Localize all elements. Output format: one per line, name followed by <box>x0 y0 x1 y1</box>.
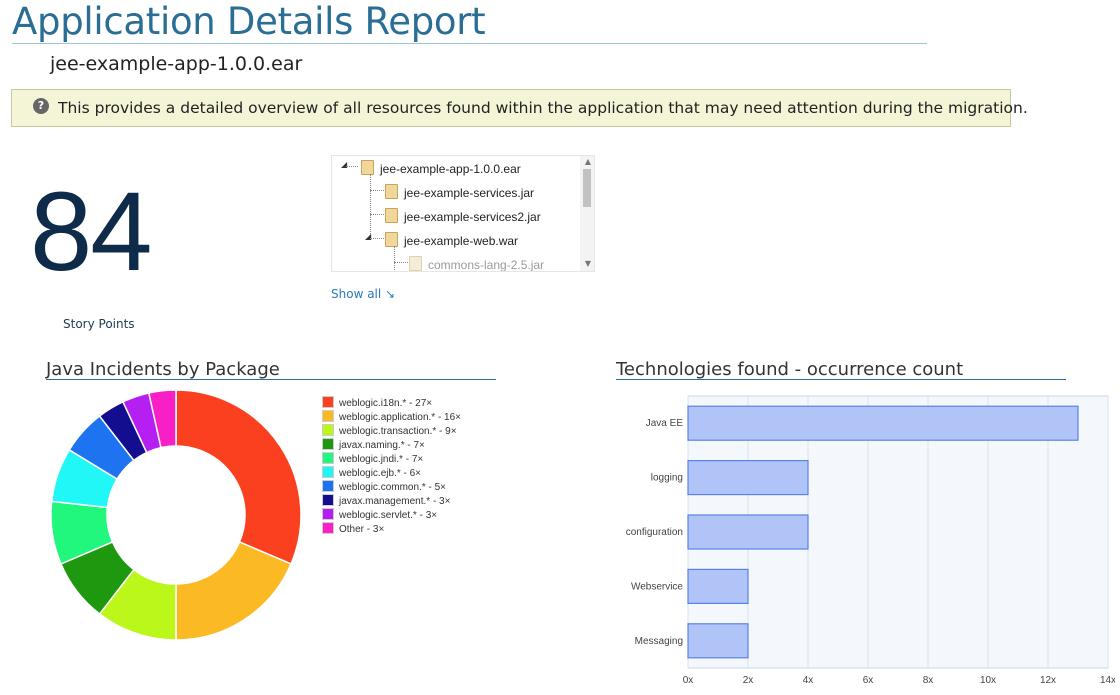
legend-swatch <box>322 438 334 450</box>
legend-label: javax.management.* - 3× <box>339 496 451 507</box>
question-icon: ? <box>33 98 49 114</box>
legend-item: Other - 3× <box>322 522 384 536</box>
java-incidents-title: Java Incidents by Package <box>46 359 280 380</box>
panel-divider <box>46 379 496 380</box>
legend-label: Other - 3× <box>339 524 385 535</box>
tree-node-web-war[interactable]: jee-example-web.war <box>385 232 518 248</box>
bar-configuration <box>687 514 809 550</box>
archive-icon <box>385 208 398 223</box>
tree-connector <box>370 174 371 240</box>
legend-label: weblogic.i18n.* - 27× <box>339 398 433 409</box>
tree-node-commons-lang-jar[interactable]: commons-lang-2.5.jar <box>409 256 545 272</box>
donut-slice-1 <box>175 541 293 641</box>
arrow-down-right-icon: ↘ <box>385 287 396 301</box>
legend-swatch <box>322 480 334 492</box>
info-text: This provides a detailed overview of all… <box>58 99 1028 117</box>
tree-scrollbar[interactable]: ▲ ▼ <box>580 156 594 271</box>
legend-swatch <box>322 410 334 422</box>
x-tick-label: 2x <box>743 675 754 686</box>
tree-connector <box>370 214 384 215</box>
x-tick-label: 4x <box>803 675 814 686</box>
story-points-label: Story Points <box>63 317 135 331</box>
archive-icon <box>385 184 398 199</box>
show-all-link[interactable]: Show all ↘ <box>331 287 395 301</box>
tree-connector <box>370 190 384 191</box>
tree-node-label: jee-example-services.jar <box>404 186 535 200</box>
bar-messaging <box>687 623 749 659</box>
legend-swatch <box>322 396 334 408</box>
story-points-value: 84 <box>30 169 153 294</box>
tree-node-services-jar[interactable]: jee-example-services.jar <box>385 184 534 200</box>
show-all-label[interactable]: Show all <box>331 287 382 301</box>
collapse-toggle-icon[interactable]: ◢ <box>365 232 372 241</box>
legend-swatch <box>322 508 334 520</box>
java-incidents-donut-chart <box>50 389 302 641</box>
y-category-label: configuration <box>626 527 683 538</box>
legend-label: weblogic.common.* - 5× <box>339 482 446 493</box>
legend-item: weblogic.transaction.* - 9× <box>322 424 457 438</box>
legend-label: weblogic.ejb.* - 6× <box>339 468 421 479</box>
tree-connector <box>346 166 358 167</box>
bar-webservice <box>687 568 749 604</box>
x-tick-label: 8x <box>923 675 934 686</box>
collapse-toggle-icon[interactable]: ◢ <box>341 160 348 169</box>
tree-node-label: commons-lang-2.5.jar <box>428 258 545 272</box>
tree-connector <box>394 262 408 263</box>
archive-icon <box>385 232 398 247</box>
scrollbar-thumb[interactable] <box>583 169 591 207</box>
legend-swatch <box>322 424 334 436</box>
x-tick-label: 12x <box>1040 675 1056 686</box>
tree-node-label: jee-example-services2.jar <box>404 210 541 224</box>
tree-connector <box>370 238 384 239</box>
page-title: Application Details Report <box>12 0 486 43</box>
bar-logging <box>687 459 809 496</box>
scroll-up-icon[interactable]: ▲ <box>584 157 591 166</box>
legend-swatch <box>322 466 334 478</box>
legend-item: weblogic.ejb.* - 6× <box>322 466 421 480</box>
x-tick-label: 14x <box>1100 675 1115 686</box>
legend-item: weblogic.i18n.* - 27× <box>322 396 432 410</box>
legend-label: weblogic.application.* - 16× <box>339 412 462 423</box>
legend-label: weblogic.transaction.* - 9× <box>339 426 457 437</box>
y-category-label: Messaging <box>635 636 683 647</box>
tree-node-label: jee-example-app-1.0.0.ear <box>380 162 521 176</box>
y-category-label: logging <box>651 473 683 484</box>
technologies-title: Technologies found - occurrence count <box>616 359 964 380</box>
scroll-down-icon[interactable]: ▼ <box>584 259 591 268</box>
legend-item: weblogic.common.* - 5× <box>322 480 446 494</box>
donut-slice-0 <box>175 389 302 565</box>
tree-node-label: jee-example-web.war <box>404 234 519 248</box>
donut-slice-9 <box>147 389 177 449</box>
legend-item: javax.management.* - 3× <box>322 494 450 508</box>
legend-swatch <box>322 494 334 506</box>
x-tick-label: 0x <box>683 675 694 686</box>
y-category-label: Java EE <box>646 418 684 429</box>
x-tick-label: 10x <box>980 675 996 686</box>
x-tick-label: 6x <box>863 675 874 686</box>
legend-item: javax.naming.* - 7× <box>322 438 425 452</box>
application-name: jee-example-app-1.0.0.ear <box>50 53 303 75</box>
bar-java-ee <box>687 405 1079 441</box>
application-tree[interactable]: ◢ jee-example-app-1.0.0.ear jee-example-… <box>331 155 595 272</box>
legend-item: weblogic.application.* - 16× <box>322 410 461 424</box>
tree-node-ear[interactable]: jee-example-app-1.0.0.ear <box>361 160 521 176</box>
panel-divider <box>616 379 1066 380</box>
y-category-label: Webservice <box>631 581 683 592</box>
legend-label: weblogic.jndi.* - 7× <box>339 454 424 465</box>
archive-icon <box>361 160 374 175</box>
title-divider <box>12 43 927 44</box>
tree-connector <box>394 246 395 271</box>
legend-swatch <box>322 452 334 464</box>
legend-label: javax.naming.* - 7× <box>339 440 425 451</box>
archive-icon <box>409 256 422 271</box>
technologies-bar-chart: 0x 2x 4x 6x 8x 10x 12x 14x Java EE logging configu… <box>626 395 1115 686</box>
info-box: ? This provides a detailed overview of a… <box>11 89 1028 127</box>
legend-label: weblogic.servlet.* - 3× <box>339 510 438 521</box>
legend-swatch <box>322 522 334 534</box>
legend-item: weblogic.servlet.* - 3× <box>322 508 437 522</box>
tree-node-services2-jar[interactable]: jee-example-services2.jar <box>385 208 541 224</box>
legend-item: weblogic.jndi.* - 7× <box>322 452 423 466</box>
